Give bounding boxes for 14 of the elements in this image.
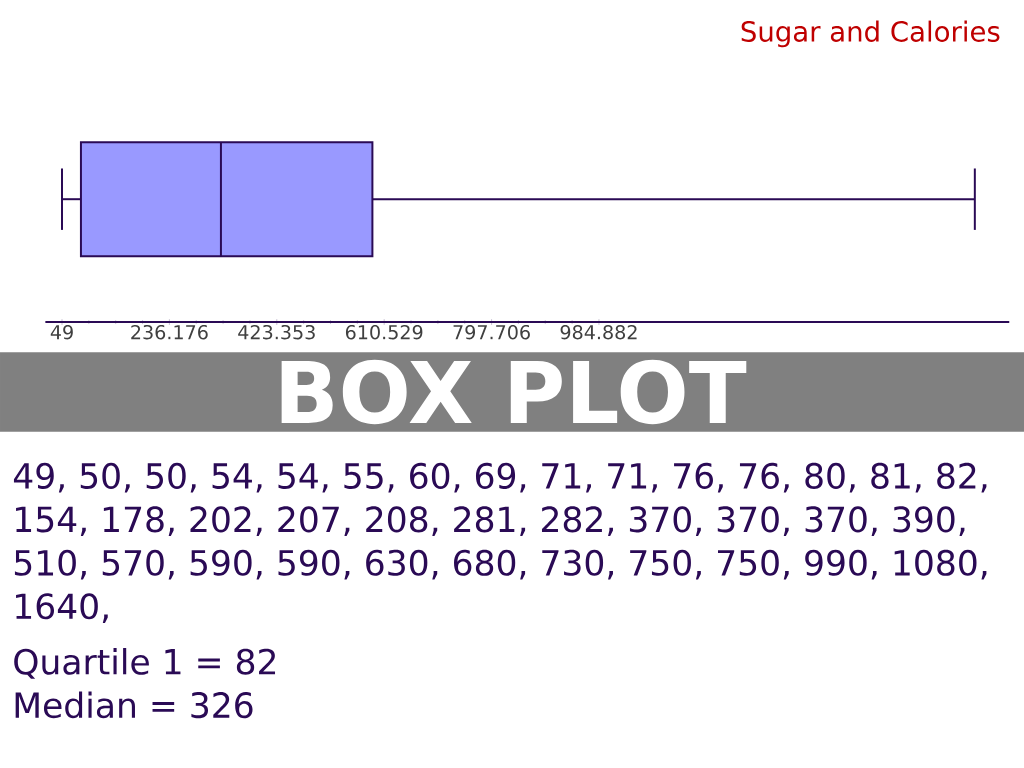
- x-tick-label: 423.353: [238, 324, 315, 340]
- text: Quartile 1 = 82: [14, 647, 276, 679]
- text: 510, 570, 590, 590, 630, 680, 730, 750, 750, 990, 1080,: [14, 549, 987, 580]
- text: 1640,: [16, 593, 108, 623]
- x-tick-label: 49: [50, 324, 73, 340]
- text: 49, 50, 50, 54, 54, 55, 60, 69, 71, 71, 76, 76, 80, 81, 82,: [13, 462, 987, 493]
- chart-title: Sugar and Calories: [741, 20, 1000, 48]
- text: BOX PLOT: [281, 359, 747, 425]
- text: 154, 178, 202, 207, 208, 281, 282, 370, 370, 370, 390,: [16, 506, 965, 536]
- text: Median = 326: [15, 691, 253, 719]
- x-tick-label: 236.176: [131, 324, 208, 340]
- x-tick-label: 797.706: [453, 324, 530, 340]
- x-tick-label: 984.882: [560, 324, 637, 340]
- x-tick-label: 610.529: [345, 324, 423, 340]
